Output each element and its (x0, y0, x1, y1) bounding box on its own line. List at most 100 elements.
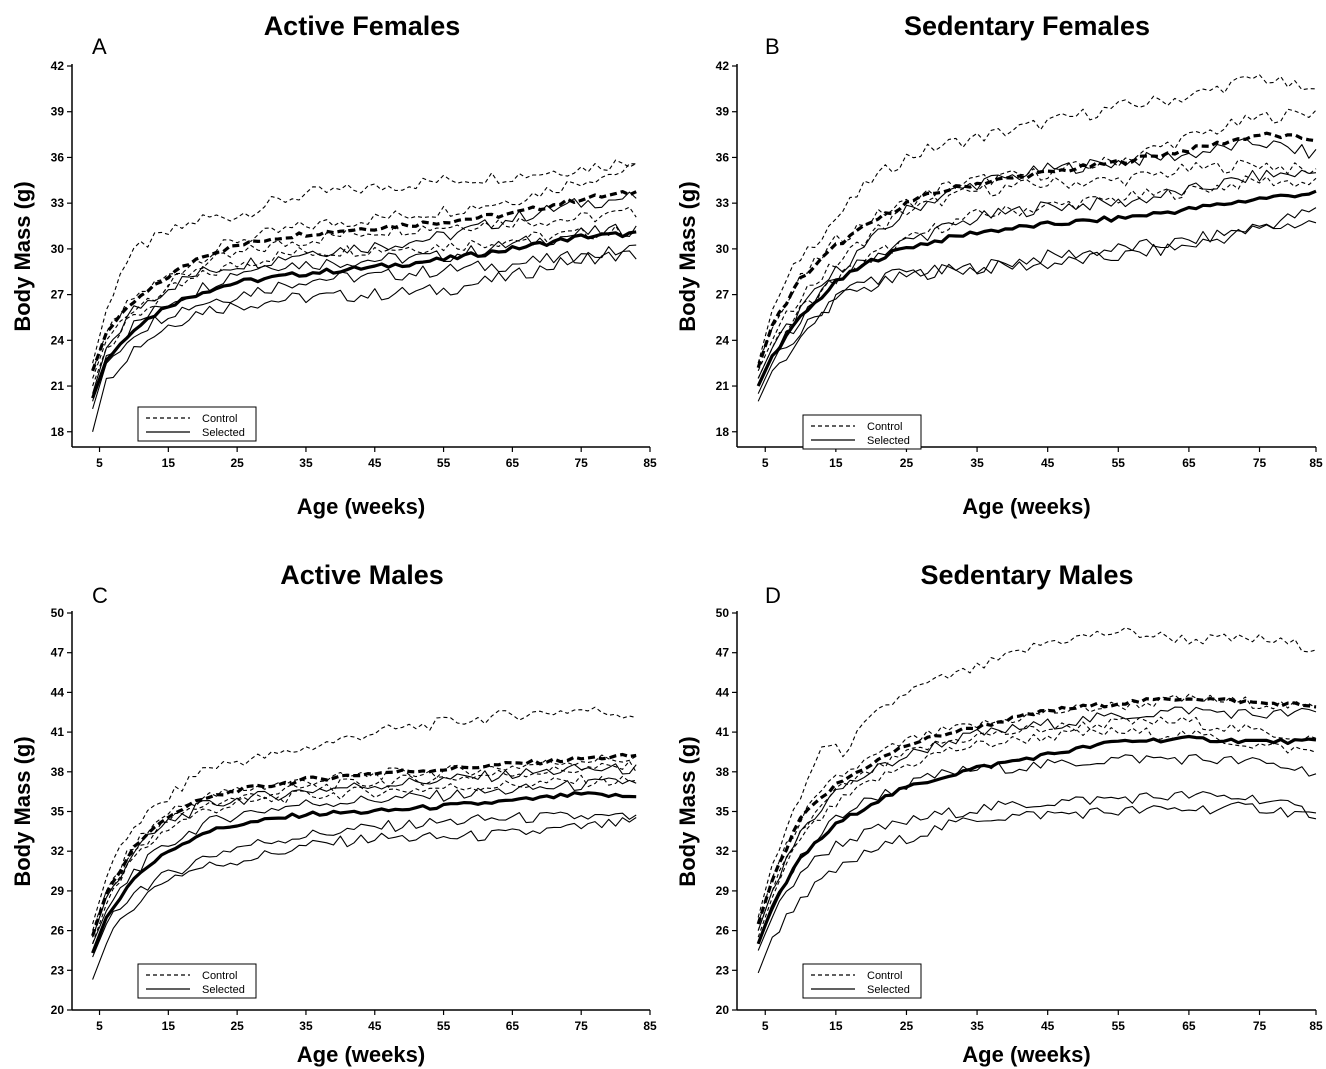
series-line-selected-6 (92, 223, 637, 402)
y-tick-label: 21 (51, 379, 65, 393)
x-tick-label: 55 (1112, 456, 1126, 470)
legend: Control Selected (802, 414, 922, 450)
chart-panel-c: Active Males C 20 23 26 29 32 35 38 41 44 47 50 5 15 25… (10, 560, 657, 1067)
series-line-control-2 (92, 760, 637, 938)
x-tick-label: 45 (1041, 456, 1055, 470)
series-line-control-3 (92, 225, 637, 387)
legend: Control Selected (137, 406, 257, 442)
series-line-selected-7 (757, 207, 1317, 394)
y-tick-label: 26 (716, 924, 730, 938)
x-tick-label: 75 (575, 456, 589, 470)
series-line-control-0 (92, 706, 637, 925)
legend-label-control: Control (867, 970, 902, 982)
x-tick-label: 75 (575, 1019, 589, 1033)
x-tick-label: 5 (762, 456, 769, 470)
legend-box (137, 406, 257, 442)
x-tick-label: 45 (368, 456, 382, 470)
series-line-control-2 (757, 716, 1317, 931)
legend-label-control: Control (202, 413, 237, 425)
y-tick-label: 18 (716, 425, 730, 439)
y-tick-label: 27 (716, 288, 730, 302)
series-line-control-1 (92, 754, 637, 931)
x-tick-label: 15 (162, 456, 176, 470)
chart-panel-a: Active Females A 18 21 24 27 30 33 36 39 42 5 15 25 35… (10, 11, 657, 519)
series-line-control-3 (757, 175, 1317, 379)
x-tick-label: 55 (1112, 1019, 1126, 1033)
x-tick-label: 75 (1253, 456, 1267, 470)
y-tick-label: 27 (51, 288, 65, 302)
x-tick-label: 45 (368, 1019, 382, 1033)
y-tick-label: 21 (716, 379, 730, 393)
y-tick-label: 39 (51, 105, 65, 119)
y-tick-label: 47 (716, 646, 730, 660)
series-line-selected-6 (757, 754, 1317, 945)
x-tick-label: 75 (1253, 1019, 1267, 1033)
series-line-selected-mean-9 (756, 734, 1317, 945)
series-line-control-mean-4 (91, 752, 637, 937)
series-line-control-0 (757, 74, 1317, 364)
series-line-control-1 (757, 693, 1317, 925)
y-tick-label: 18 (51, 425, 65, 439)
series-line-control-mean-4 (91, 190, 637, 372)
x-tick-label: 35 (970, 1019, 984, 1033)
series-line-control-mean-4 (756, 696, 1317, 925)
x-axis-label: Age (weeks) (297, 1042, 425, 1067)
y-tick-label: 24 (51, 333, 65, 347)
x-tick-label: 65 (506, 456, 520, 470)
x-axis-label: Age (weeks) (962, 494, 1090, 519)
legend-box (802, 414, 922, 450)
chart-title: Active Females (264, 11, 461, 41)
x-tick-label: 25 (900, 1019, 914, 1033)
series-line-control-2 (92, 206, 637, 379)
x-tick-label: 15 (162, 1019, 176, 1033)
legend-box (137, 963, 257, 999)
x-tick-label: 25 (900, 456, 914, 470)
series-line-selected-8 (92, 817, 637, 980)
y-tick-label: 36 (51, 150, 65, 164)
panel-letter: C (92, 583, 108, 608)
x-tick-label: 55 (437, 1019, 451, 1033)
series-line-selected-8 (757, 801, 1317, 974)
y-tick-label: 20 (51, 1003, 65, 1017)
y-tick-label: 33 (716, 196, 730, 210)
y-tick-label: 35 (51, 805, 65, 819)
legend-label-selected: Selected (867, 984, 910, 996)
y-tick-label: 23 (51, 963, 65, 977)
series-line-selected-7 (92, 244, 637, 410)
x-tick-label: 5 (96, 1019, 103, 1033)
y-tick-label: 50 (716, 606, 730, 620)
y-tick-label: 50 (51, 606, 65, 620)
series-line-control-1 (92, 163, 637, 371)
y-tick-label: 42 (716, 59, 730, 73)
y-tick-label: 23 (716, 963, 730, 977)
series-line-selected-5 (92, 191, 637, 394)
panel-letter: D (765, 583, 781, 608)
legend-label-selected: Selected (202, 984, 245, 996)
y-tick-label: 41 (51, 725, 65, 739)
y-tick-label: 32 (51, 844, 65, 858)
series-line-selected-mean-9 (91, 230, 637, 399)
y-tick-label: 41 (716, 725, 730, 739)
y-tick-label: 44 (51, 685, 65, 699)
y-tick-label: 39 (716, 105, 730, 119)
y-tick-label: 38 (716, 765, 730, 779)
series-line-selected-7 (757, 790, 1317, 951)
series-line-control-0 (92, 159, 637, 364)
x-tick-label: 65 (1182, 456, 1196, 470)
y-tick-label: 38 (51, 765, 65, 779)
series-line-selected-7 (92, 811, 637, 958)
x-tick-label: 25 (230, 456, 244, 470)
y-tick-label: 30 (716, 242, 730, 256)
x-axis-label: Age (weeks) (297, 494, 425, 519)
legend-label-control: Control (202, 970, 237, 982)
x-tick-label: 5 (96, 456, 103, 470)
legend-label-control: Control (867, 421, 902, 433)
y-tick-label: 29 (51, 884, 65, 898)
series-line-control-2 (757, 159, 1317, 372)
x-tick-label: 35 (299, 1019, 313, 1033)
series-line-selected-6 (92, 777, 637, 945)
series-line-control-0 (757, 627, 1317, 918)
series-line-control-mean-4 (756, 131, 1317, 369)
x-tick-label: 35 (299, 456, 313, 470)
y-tick-label: 33 (51, 196, 65, 210)
